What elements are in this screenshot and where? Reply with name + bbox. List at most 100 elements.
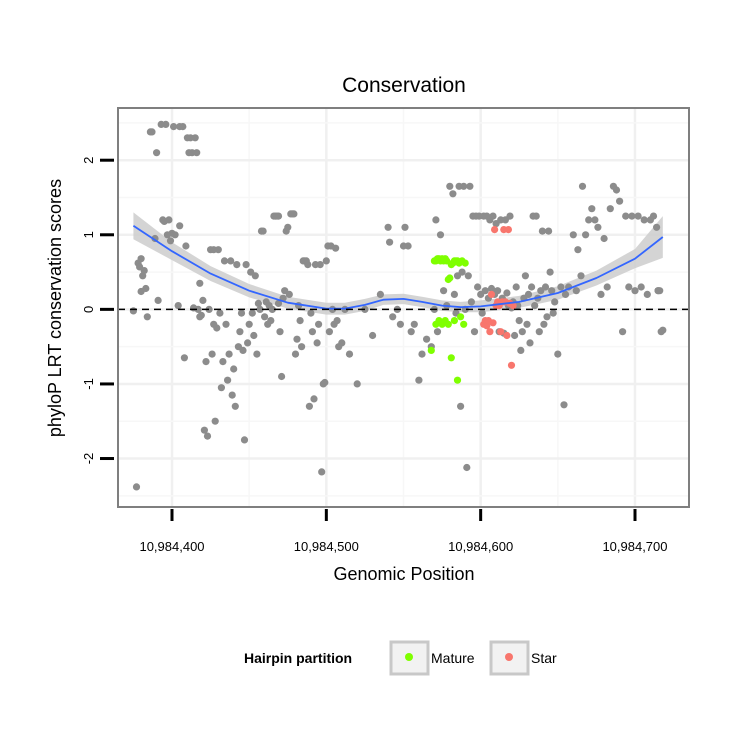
- point-other: [515, 317, 523, 325]
- point-other: [230, 365, 238, 373]
- point-other: [290, 210, 298, 218]
- point-other: [541, 283, 550, 291]
- point-other: [531, 302, 539, 310]
- point-other: [304, 261, 312, 269]
- point-star: [489, 319, 497, 327]
- point-mature: [427, 346, 435, 354]
- point-other: [318, 468, 326, 476]
- point-other: [489, 212, 497, 220]
- x-axis: 10,984,400 10,984,500 10,984,600 10,984,700: [139, 509, 668, 554]
- y-axis: -2 -1 0 1 2: [81, 157, 114, 465]
- point-other: [248, 309, 256, 317]
- point-other: [137, 255, 145, 263]
- point-other: [142, 284, 150, 293]
- point-other: [463, 463, 471, 472]
- point-other: [267, 317, 275, 325]
- x-tick-label: 10,984,600: [448, 539, 513, 554]
- smooth-trend-line: [132, 225, 664, 310]
- point-other: [549, 309, 557, 317]
- point-other: [132, 483, 141, 491]
- point-other: [446, 182, 454, 190]
- point-other: [649, 212, 658, 220]
- point-other: [256, 305, 264, 313]
- point-other: [148, 128, 156, 136]
- point-other: [524, 290, 533, 298]
- point-other: [220, 257, 229, 265]
- point-other: [274, 299, 283, 307]
- point-other: [543, 313, 551, 321]
- point-other: [308, 328, 316, 336]
- point-other: [251, 272, 259, 280]
- point-other: [440, 287, 448, 295]
- point-other: [653, 223, 661, 231]
- smooth-confidence-band: [133, 212, 663, 315]
- data-points: [129, 120, 667, 491]
- point-other: [561, 290, 570, 298]
- point-other: [174, 302, 182, 310]
- point-other: [503, 289, 511, 297]
- point-other: [474, 283, 482, 291]
- legend: Hairpin partition Mature Star: [244, 640, 557, 676]
- point-other: [569, 231, 577, 239]
- point-other: [236, 328, 244, 336]
- point-other: [487, 284, 496, 293]
- point-other: [450, 290, 458, 298]
- point-other: [225, 350, 233, 358]
- point-other: [389, 313, 397, 321]
- point-other: [622, 212, 630, 220]
- point-star: [491, 226, 499, 234]
- point-other: [193, 149, 201, 157]
- point-other: [154, 296, 162, 304]
- point-other: [278, 372, 286, 381]
- point-mature: [460, 320, 468, 328]
- point-other: [464, 272, 472, 280]
- point-other: [321, 378, 329, 387]
- point-other: [594, 223, 602, 231]
- point-other: [384, 223, 392, 231]
- point-other: [231, 402, 239, 410]
- point-other: [162, 120, 170, 128]
- point-other: [240, 436, 249, 444]
- point-other: [532, 212, 540, 220]
- y-tick-label: -2: [81, 453, 96, 465]
- point-other: [305, 402, 313, 410]
- point-other: [521, 272, 530, 280]
- point-other: [244, 339, 252, 347]
- point-other: [432, 216, 440, 224]
- legend-swatch-mature: [405, 653, 413, 661]
- point-other: [643, 290, 651, 298]
- point-other: [242, 261, 250, 269]
- point-other: [415, 376, 423, 384]
- point-other: [211, 417, 219, 425]
- y-tick-label: 2: [81, 157, 96, 164]
- point-other: [591, 216, 599, 224]
- point-other: [227, 257, 235, 265]
- point-other: [307, 309, 315, 317]
- point-other: [261, 313, 269, 321]
- point-other: [237, 309, 246, 317]
- point-other: [578, 182, 587, 190]
- point-other: [217, 384, 225, 392]
- legend-label-mature: Mature: [431, 650, 475, 666]
- point-other: [640, 216, 648, 224]
- point-star: [507, 361, 516, 369]
- point-other: [228, 391, 236, 399]
- point-other: [612, 186, 621, 194]
- point-star: [487, 290, 496, 298]
- point-other: [600, 234, 608, 243]
- point-other: [401, 223, 409, 231]
- point-other: [510, 331, 519, 340]
- point-other: [166, 237, 175, 245]
- point-other: [196, 279, 204, 287]
- point-other: [535, 328, 543, 336]
- point-mature: [457, 313, 465, 321]
- point-other: [517, 346, 525, 354]
- legend-title: Hairpin partition: [244, 650, 352, 666]
- point-other: [165, 216, 173, 224]
- point-star: [497, 328, 505, 336]
- point-mature: [453, 376, 462, 384]
- point-other: [140, 267, 148, 275]
- point-other: [219, 358, 227, 366]
- point-other: [129, 307, 137, 315]
- point-other: [606, 205, 614, 213]
